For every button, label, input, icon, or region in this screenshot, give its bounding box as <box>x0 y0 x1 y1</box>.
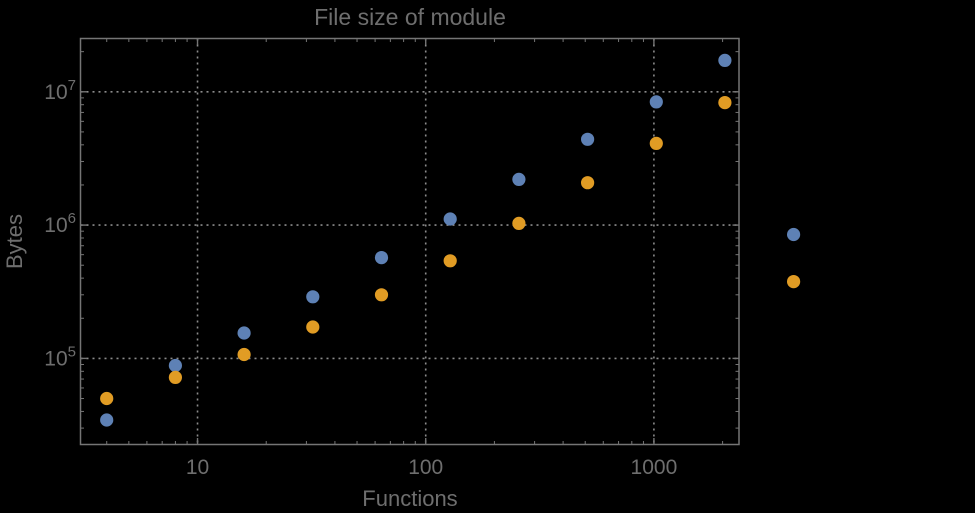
data-point-series-blue <box>168 358 182 373</box>
data-point-series-blue <box>100 413 114 427</box>
plot-title: File size of module <box>314 4 506 30</box>
data-point-series-orange <box>581 176 595 190</box>
data-points <box>100 53 801 427</box>
data-point-series-blue <box>306 290 320 304</box>
y-tick-label: 107 <box>44 77 76 104</box>
data-point-series-orange <box>512 216 526 230</box>
data-point-series-blue <box>374 251 389 265</box>
data-point-series-blue <box>237 326 251 340</box>
x-tick-label: 1000 <box>631 456 678 479</box>
data-point-series-blue <box>787 227 801 242</box>
y-axis-label: Bytes <box>2 214 27 269</box>
data-point-series-orange <box>649 136 663 150</box>
y-tick-label: 106 <box>44 210 76 237</box>
data-point-series-orange <box>443 254 457 268</box>
tick-labels: 10 100 1000 105 106 107 <box>44 77 677 479</box>
x-tick-label: 100 <box>408 456 443 479</box>
data-point-series-blue <box>443 212 457 226</box>
y-tick-label: 105 <box>44 343 76 370</box>
axis-ticks <box>80 38 739 445</box>
data-point-series-blue <box>512 172 526 186</box>
plot-frame <box>79 37 740 446</box>
x-axis-label: Functions <box>362 486 457 511</box>
data-point-series-orange <box>374 288 389 302</box>
data-point-series-orange <box>306 320 320 334</box>
data-point-series-blue <box>718 53 732 67</box>
data-point-series-orange <box>718 96 732 110</box>
x-tick-label: 10 <box>186 456 209 479</box>
data-point-series-blue <box>581 132 595 146</box>
data-point-series-blue <box>649 95 663 109</box>
data-point-series-orange <box>237 347 251 362</box>
data-point-series-orange <box>787 275 801 289</box>
data-point-series-orange <box>100 391 114 406</box>
data-point-series-orange <box>168 370 182 384</box>
gridlines <box>80 38 739 445</box>
